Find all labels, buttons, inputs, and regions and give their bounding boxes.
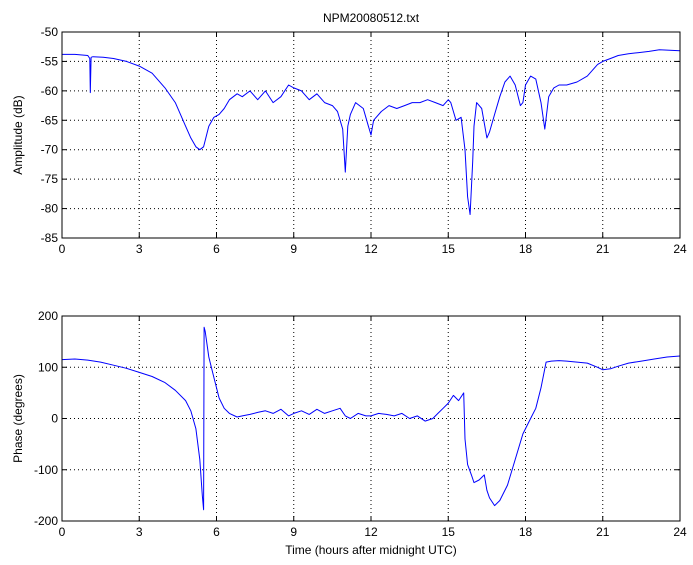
top-y-tick-label: -85 bbox=[41, 231, 59, 245]
bottom-y-tick-label: -100 bbox=[34, 463, 58, 477]
bottom-y-tick-label: 200 bbox=[38, 309, 58, 323]
bottom-x-tick-label: 6 bbox=[213, 525, 220, 539]
top-x-tick-label: 15 bbox=[442, 242, 456, 256]
bottom-x-tick-label: 12 bbox=[364, 525, 378, 539]
top-x-tick-label: 21 bbox=[596, 242, 610, 256]
bottom-x-tick-label: 21 bbox=[596, 525, 610, 539]
top-x-tick-label: 0 bbox=[59, 242, 66, 256]
top-x-tick-label: 12 bbox=[364, 242, 378, 256]
top-x-tick-label: 18 bbox=[519, 242, 533, 256]
bottom-x-tick-label: 3 bbox=[136, 525, 143, 539]
top-x-tick-label: 24 bbox=[673, 242, 687, 256]
top-y-tick-label: -65 bbox=[41, 113, 59, 127]
top-y-tick-label: -70 bbox=[41, 143, 59, 157]
top-x-tick-label: 9 bbox=[290, 242, 297, 256]
top-x-tick-label: 3 bbox=[136, 242, 143, 256]
bottom-x-tick-label: 18 bbox=[519, 525, 533, 539]
bottom-x-tick-label: 0 bbox=[59, 525, 66, 539]
bottom-x-tick-label: 15 bbox=[442, 525, 456, 539]
top-x-tick-label: 6 bbox=[213, 242, 220, 256]
bottom-x-axis-label: Time (hours after midnight UTC) bbox=[285, 543, 457, 557]
top-y-tick-label: -80 bbox=[41, 202, 59, 216]
bottom-series-line bbox=[61, 326, 681, 511]
bottom-y-tick-label: 0 bbox=[51, 412, 58, 426]
bottom-y-tick-label: -200 bbox=[34, 514, 58, 528]
top-y-tick-label: -50 bbox=[41, 25, 59, 39]
top-chart-title: NPM20080512.txt bbox=[323, 11, 420, 25]
top-series-line bbox=[62, 49, 681, 215]
top-y-axis-label: Amplitude (dB) bbox=[11, 95, 25, 174]
bottom-y-tick-label: 100 bbox=[38, 360, 58, 374]
bottom-y-axis-label: Phase (degrees) bbox=[11, 374, 25, 463]
bottom-x-tick-label: 24 bbox=[673, 525, 687, 539]
top-y-tick-label: -75 bbox=[41, 172, 59, 186]
top-y-tick-label: -55 bbox=[41, 54, 59, 68]
bottom-x-tick-label: 9 bbox=[290, 525, 297, 539]
top-y-tick-label: -60 bbox=[41, 84, 59, 98]
